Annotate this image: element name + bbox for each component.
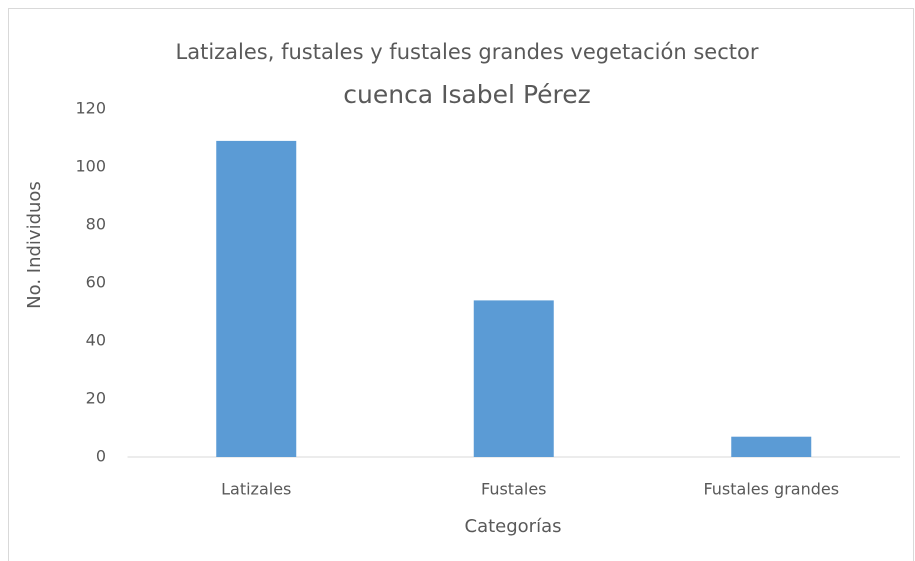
y-tick-label: 40 — [86, 331, 106, 350]
chart-title: cuenca Isabel Pérez — [343, 80, 591, 109]
y-tick-label: 0 — [96, 447, 106, 466]
y-tick-label: 80 — [86, 215, 106, 234]
bar — [731, 436, 812, 457]
x-tick-label: Latizales — [221, 480, 291, 499]
y-tick-label: 60 — [86, 273, 106, 292]
chart-frame — [8, 8, 914, 561]
bar — [216, 140, 297, 457]
y-tick-label: 20 — [86, 389, 106, 408]
x-axis-title: Categorías — [465, 516, 562, 537]
y-tick-label: 120 — [75, 99, 106, 118]
y-axis-title: No. Individuos — [24, 181, 45, 309]
y-tick-label: 100 — [75, 157, 106, 176]
bar — [473, 300, 554, 457]
x-tick-label: Fustales — [481, 480, 547, 499]
x-tick-label: Fustales grandes — [703, 480, 839, 499]
chart-title: Latizales, fustales y fustales grandes v… — [176, 40, 759, 64]
